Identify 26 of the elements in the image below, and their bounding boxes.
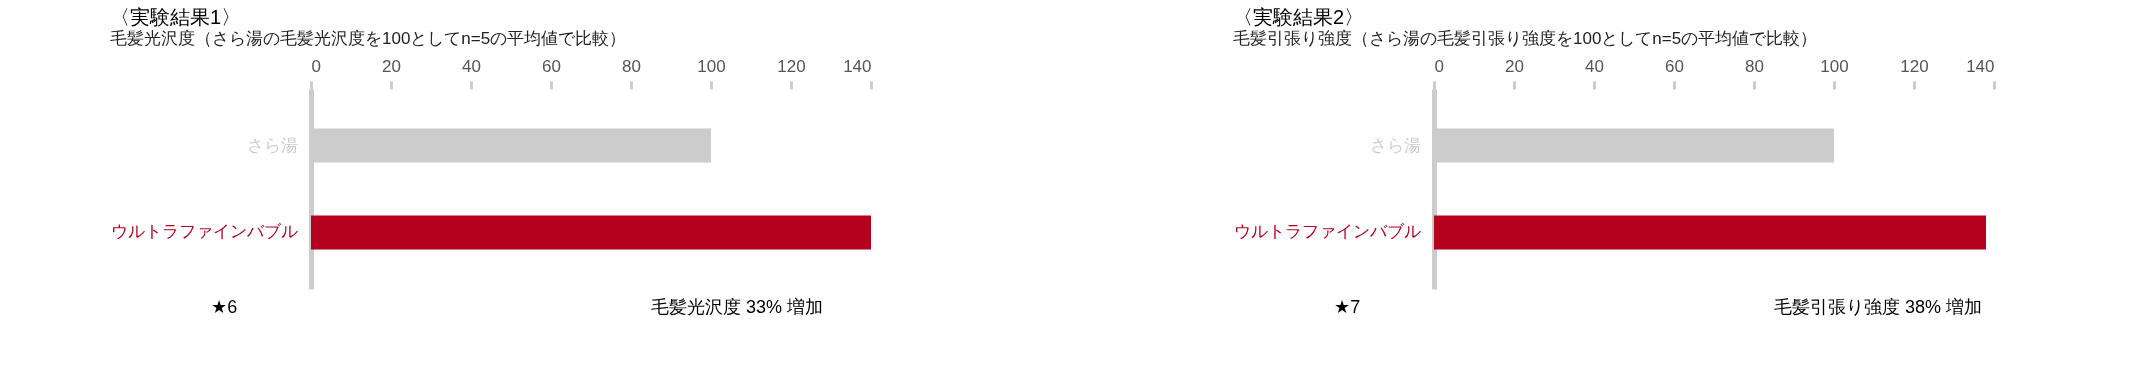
x-tick-label: 120 (777, 56, 806, 76)
x-tick-label: 140 (843, 56, 872, 76)
text: ★6 (211, 297, 238, 317)
chart-subtitle: 毛髪光沢度（さら湯の毛髪光沢度を100としてn=5の平均値で比較） (110, 29, 627, 48)
x-tick-label: 40 (462, 56, 481, 76)
x-tick-label: 20 (1505, 56, 1524, 76)
x-tick-label: 100 (697, 56, 726, 76)
text: 毛髪光沢度 33% 増加 (651, 297, 824, 317)
x-tick-label: 60 (1665, 56, 1684, 76)
y-tick-label: ウルトラファインバブル (110, 222, 298, 242)
x-tick-label: 140 (1966, 56, 1995, 76)
chart-subtitle: 毛髪引張り強度（さら湯の毛髪引張り強度を100としてn=5の平均値で比較） (1233, 29, 1818, 48)
chart-title: 〈実験結果2〉 (1233, 6, 1365, 28)
y-tick-label: ウルトラファインバブル (1233, 222, 1421, 242)
x-tick-label: 0 (311, 56, 321, 76)
x-tick-label: 20 (382, 56, 401, 76)
x-tick-label: 60 (542, 56, 561, 76)
x-tick-label: 100 (1820, 56, 1849, 76)
x-tick-label: 40 (1585, 56, 1604, 76)
x-tick-label: 80 (1745, 56, 1764, 76)
x-tick-label: 0 (1434, 56, 1444, 76)
text: ★7 (1334, 297, 1361, 317)
text: 毛髪引張り強度 38% 増加 (1774, 297, 1983, 317)
x-tick-label: 120 (1900, 56, 1929, 76)
x-tick-label: 80 (622, 56, 641, 76)
chart-title: 〈実験結果1〉 (110, 6, 242, 28)
